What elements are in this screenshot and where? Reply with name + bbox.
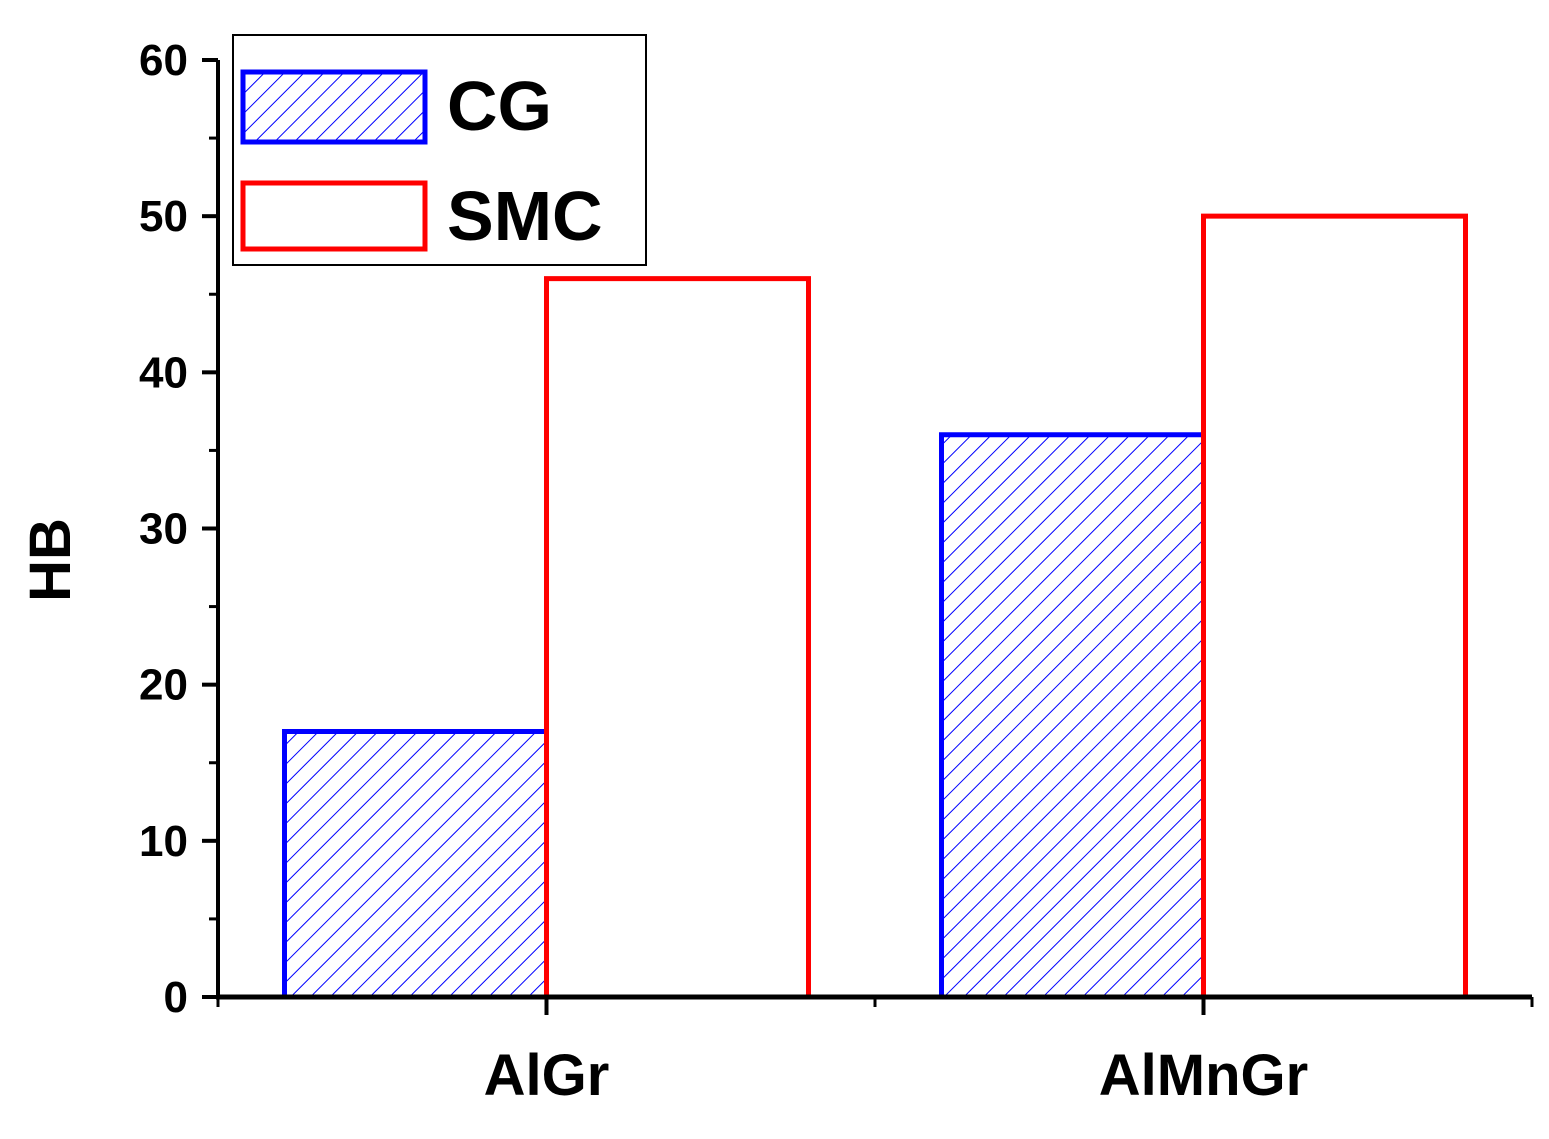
- bar-cg-algr: [282, 729, 549, 997]
- bars-group: [282, 213, 1468, 997]
- y-tick-label: 20: [139, 661, 188, 710]
- legend-label-cg: CG: [447, 67, 552, 145]
- bar-cg-almngr: [939, 432, 1206, 997]
- x-tick-label: AlMnGr: [1099, 1043, 1308, 1108]
- legend: CG SMC: [232, 34, 647, 266]
- y-tick-label: 50: [139, 192, 188, 241]
- y-tick-label: 10: [139, 817, 188, 866]
- y-tick-label: 0: [164, 973, 188, 1022]
- x-tick-label: AlGr: [484, 1043, 610, 1108]
- y-axis-title: HB: [18, 518, 83, 602]
- y-tick-label: 30: [139, 505, 188, 554]
- bar-smc-almngr: [1201, 213, 1468, 997]
- x-axis: AlGr AlMnGr: [216, 994, 1534, 1108]
- bar-smc-algr: [544, 276, 811, 997]
- legend-swatch-cg: [240, 69, 428, 145]
- y-axis: 0 10 20 30 40 50 60: [139, 36, 220, 1022]
- legend-swatch-smc: [240, 180, 428, 252]
- y-tick-label: 60: [139, 36, 188, 85]
- y-tick-label: 40: [139, 348, 188, 397]
- legend-label-smc: SMC: [447, 177, 603, 255]
